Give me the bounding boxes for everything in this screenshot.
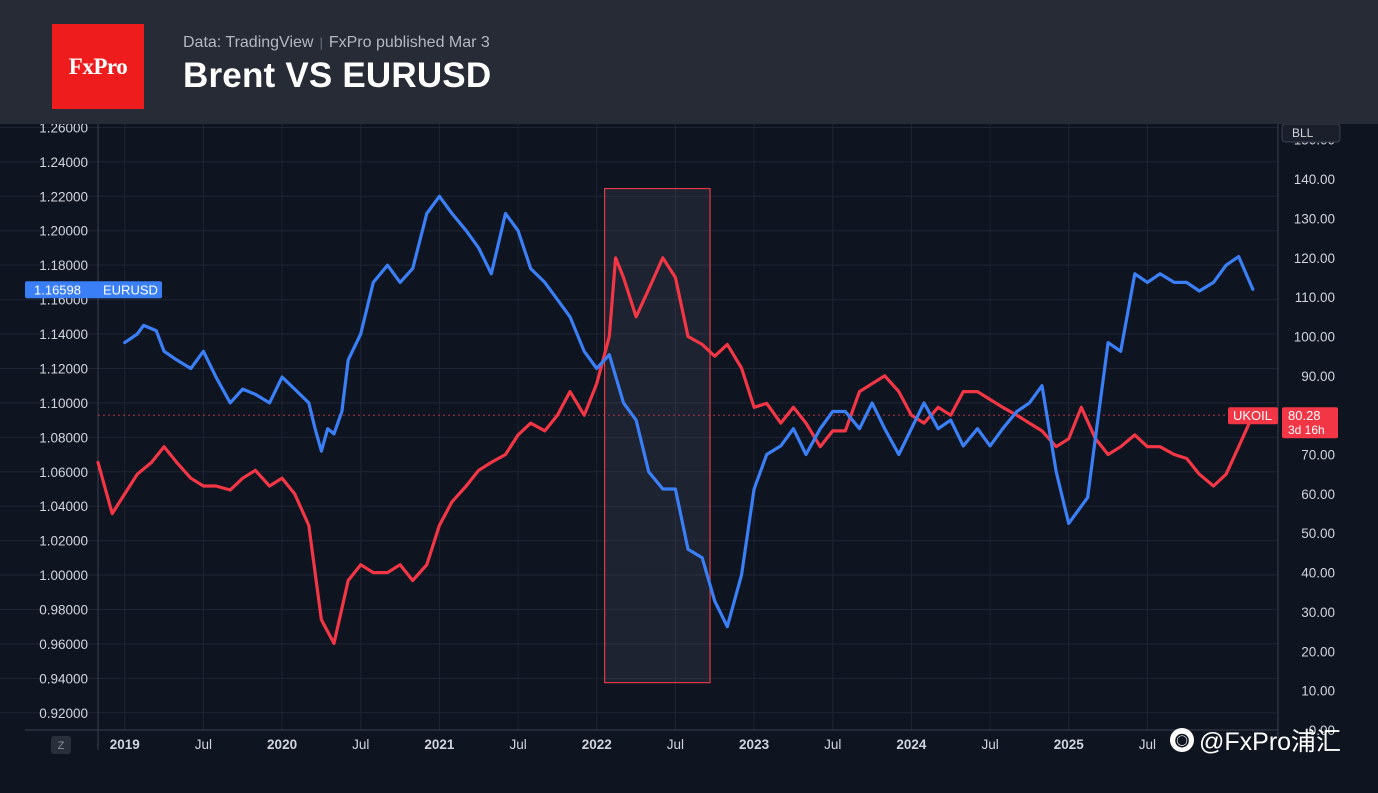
x-tick-label: Jul [195, 737, 212, 752]
chart-svg: 0.92000 0.94000 0.96000 0.98000 1.00000 1.020… [0, 120, 1341, 754]
unit-label-box [1281, 123, 1341, 143]
left-tick-label: 1.18000 [39, 258, 88, 273]
eurusd-line [123, 194, 1255, 629]
right-tick-label: 140.00 [1294, 172, 1335, 187]
x-tick-label: 2025 [1054, 737, 1085, 752]
right-tick-label: 110.00 [1295, 290, 1335, 305]
left-tick-label: 0.96000 [39, 637, 88, 652]
chart-title: Brent VS EURUSD [183, 56, 492, 95]
eurusd-label-box [25, 281, 162, 299]
eurusd-name: EURUSD [103, 282, 158, 297]
watermark: ◉ @FxPro浦汇 [1170, 722, 1341, 758]
x-tick-label: Jul [824, 737, 841, 752]
left-tick-label: 0.98000 [39, 602, 88, 617]
timezone-box [51, 736, 71, 754]
left-tick-label: 0.92000 [39, 706, 88, 721]
right-tick-label: 130.00 [1294, 211, 1335, 226]
right-tick-label: 70.00 [1301, 448, 1335, 463]
x-tick-label: Jul [1139, 737, 1156, 752]
x-tick-label: 2020 [267, 737, 297, 752]
x-tick-label: 2021 [424, 737, 455, 752]
left-tick-label: 1.10000 [39, 396, 88, 411]
left-tick-label: 1.12000 [39, 361, 88, 376]
fxpro-logo: FxPro [52, 24, 144, 109]
eurusd-last-value: 1.16598 [34, 282, 81, 297]
right-tick-label: 10.00 [1301, 684, 1335, 699]
x-tick-label: 2022 [582, 737, 612, 752]
right-tick-label: 40.00 [1301, 566, 1335, 581]
left-tick-label: 1.14000 [39, 327, 88, 342]
right-tick-label: 60.00 [1301, 487, 1335, 502]
unit-label: BLL [1292, 126, 1314, 140]
left-tick-label: 1.04000 [39, 499, 88, 514]
right-tick-label: 0.00 [1309, 723, 1335, 738]
left-tick-label: 1.22000 [39, 189, 88, 204]
logo-text: FxPro [68, 53, 128, 79]
weibo-icon: ◉ [1170, 728, 1194, 752]
data-source: Data: TradingView [183, 34, 314, 51]
ukoil-line [96, 256, 1255, 645]
right-tick-label: 120.00 [1294, 251, 1335, 266]
timezone-label: Z [58, 740, 65, 752]
left-tick-label: 1.02000 [39, 534, 88, 549]
chart-header: FxPro Data: TradingView | FxPro published … [0, 0, 1378, 124]
x-axis-ticks: 2019 Jul 2020 Jul 2021 Jul 2022 Jul 2023 Jul 2024 J… [110, 737, 1156, 752]
x-tick-label: Jul [667, 737, 684, 752]
published-info: FxPro published Mar 3 [328, 34, 490, 51]
grid-lines [0, 124, 1278, 730]
highlight-box [604, 187, 711, 684]
right-tick-label: 90.00 [1301, 369, 1335, 384]
left-tick-label: 1.06000 [39, 465, 88, 480]
ukoil-last-value: 80.28 [1288, 408, 1321, 423]
ukoil-price-box [1282, 407, 1338, 439]
separator: | [319, 35, 323, 50]
left-tick-label: 1.00000 [39, 568, 88, 583]
left-tick-label: 1.24000 [39, 155, 88, 170]
right-tick-label: 100.00 [1294, 329, 1335, 344]
x-tick-label: Jul [509, 737, 526, 752]
right-tick-label: 30.00 [1301, 605, 1335, 620]
left-tick-label: 1.26000 [39, 124, 88, 135]
ukoil-name-box [1228, 407, 1278, 425]
source-line: Data: TradingView | FxPro published Mar 3 [183, 34, 490, 52]
right-tick-label: 20.00 [1301, 644, 1335, 659]
x-tick-label: 2024 [896, 737, 927, 752]
x-tick-label: Jul [981, 737, 998, 752]
right-tick-label: 50.00 [1301, 526, 1335, 541]
watermark-text: @FxPro浦汇 [1199, 728, 1342, 756]
x-tick-label: 2019 [110, 737, 140, 752]
x-tick-label: Jul [352, 737, 369, 752]
left-tick-label: 1.08000 [39, 430, 88, 445]
ukoil-countdown: 3d 16h [1288, 423, 1325, 437]
ukoil-name: UKOIL [1233, 408, 1272, 423]
left-tick-label: 0.94000 [39, 671, 88, 686]
left-axis-ticks: 0.92000 0.94000 0.96000 0.98000 1.00000 1.020… [39, 120, 88, 721]
left-tick-label: 1.20000 [39, 224, 88, 239]
chart-area: 0.92000 0.94000 0.96000 0.98000 1.00000 1.020… [0, 120, 1378, 788]
x-tick-label: 2023 [739, 737, 770, 752]
